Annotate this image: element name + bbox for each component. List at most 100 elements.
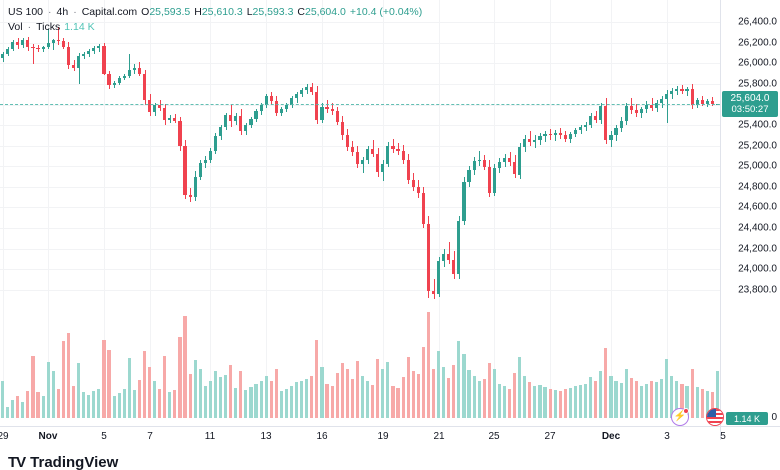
volume-bar	[249, 387, 253, 418]
candle-body	[360, 160, 365, 165]
candle-wick	[449, 242, 450, 264]
time-tick-label: 5	[720, 431, 726, 442]
flash-alert-icon[interactable]: ⚡	[671, 408, 689, 426]
volume-bar	[492, 369, 496, 418]
candle-body	[117, 77, 121, 83]
time-tick-label: 3	[664, 431, 670, 442]
us-flag-icon[interactable]	[706, 408, 724, 426]
logo-mark: TV	[8, 454, 26, 470]
volume-bar	[41, 396, 45, 418]
volume-bar	[421, 346, 425, 418]
candle-body	[239, 115, 243, 132]
candle-body	[426, 223, 431, 291]
candle-body	[381, 164, 385, 173]
price-tick-label: 26,200.0	[738, 37, 777, 49]
candle-body	[609, 135, 613, 140]
candle-body	[568, 134, 572, 139]
volume-bar	[391, 386, 395, 418]
candle-body	[71, 65, 76, 68]
volume-bar	[259, 380, 263, 418]
volume-bar	[61, 340, 65, 418]
candle-body	[350, 146, 354, 152]
candle-body	[132, 67, 136, 70]
volume-bar	[497, 383, 501, 418]
bar-countdown: 03:50:27	[731, 104, 769, 116]
volume-bar	[274, 369, 278, 418]
price-axis[interactable]: 26,400.0 26,200.0 26,000.0 25,800.0 25,400.0…	[720, 0, 780, 440]
candle-body	[16, 41, 20, 45]
candle-wick	[555, 130, 556, 141]
candle-body	[705, 101, 709, 104]
candle-body	[644, 104, 649, 109]
candle-body	[284, 104, 289, 109]
volume-bar	[345, 369, 349, 418]
time-axis[interactable]: 29 Nov 5 7 11 13 16 19 21 25 27 Dec 3 5	[0, 426, 780, 448]
current-price-value: 25,604.0	[730, 93, 770, 105]
candle-body	[340, 122, 344, 136]
candle-body	[46, 42, 50, 47]
candle-body	[66, 46, 71, 66]
grid-hline	[0, 228, 720, 229]
volume-bar	[168, 392, 172, 418]
volume-bar	[437, 350, 441, 418]
price-tick-label: 24,000.0	[738, 263, 777, 275]
volume-bar	[325, 383, 329, 418]
volume-bar	[335, 372, 339, 418]
price-pane[interactable]	[0, 0, 724, 418]
volume-bar	[386, 362, 390, 418]
candle-body	[330, 108, 334, 111]
tradingview-logo[interactable]: TV TradingView	[8, 455, 118, 470]
volume-bar	[513, 372, 517, 418]
candle-body	[649, 104, 654, 108]
candle-body	[163, 107, 167, 120]
volume-bar	[670, 376, 674, 418]
volume-bar	[193, 359, 197, 418]
candle-body	[102, 45, 106, 74]
candle-body	[518, 146, 522, 175]
candle-body	[573, 130, 578, 135]
candle-wick	[398, 142, 399, 155]
grid-hline	[0, 186, 720, 188]
volume-bar	[660, 378, 664, 418]
volume-bar	[36, 392, 40, 418]
candle-body	[279, 108, 283, 113]
candle-body	[183, 145, 187, 196]
candle-body	[315, 92, 319, 120]
volume-bar	[300, 380, 304, 418]
candle-body	[563, 135, 567, 139]
time-tick-label: 25	[488, 431, 500, 442]
candle-body	[594, 115, 598, 120]
volume-zero-label: 0	[771, 412, 777, 423]
volume-bar	[289, 385, 294, 418]
grid-vline	[383, 0, 384, 418]
bolt-glyph: ⚡	[673, 411, 687, 422]
volume-bar	[695, 387, 699, 418]
candle-body	[492, 168, 496, 193]
current-price-badge[interactable]: 25,604.0 03:50:27	[722, 91, 778, 118]
candle-wick	[58, 27, 59, 45]
candle-body	[92, 48, 96, 52]
volume-bar	[360, 375, 365, 418]
candle-body	[629, 105, 633, 110]
volume-bar	[102, 339, 106, 418]
volume-bar	[715, 370, 720, 418]
candle-body	[523, 138, 527, 147]
candle-body	[178, 121, 182, 146]
candle-wick	[687, 87, 688, 97]
candle-body	[254, 110, 258, 119]
candle-body	[122, 75, 126, 78]
candle-body	[700, 100, 704, 104]
candle-body	[305, 87, 309, 91]
candle-body	[153, 104, 157, 112]
volume-badge[interactable]: 1.14 K	[726, 412, 768, 425]
candle-body	[355, 151, 360, 165]
volume-bar	[284, 388, 289, 418]
candle-body	[249, 118, 253, 126]
candle-body	[269, 96, 273, 102]
candle-wick	[129, 54, 130, 78]
volume-bar	[457, 340, 461, 418]
volume-bar	[482, 378, 486, 418]
volume-bar	[381, 369, 385, 418]
time-tick-label: 11	[204, 431, 216, 442]
volume-series	[0, 312, 720, 418]
